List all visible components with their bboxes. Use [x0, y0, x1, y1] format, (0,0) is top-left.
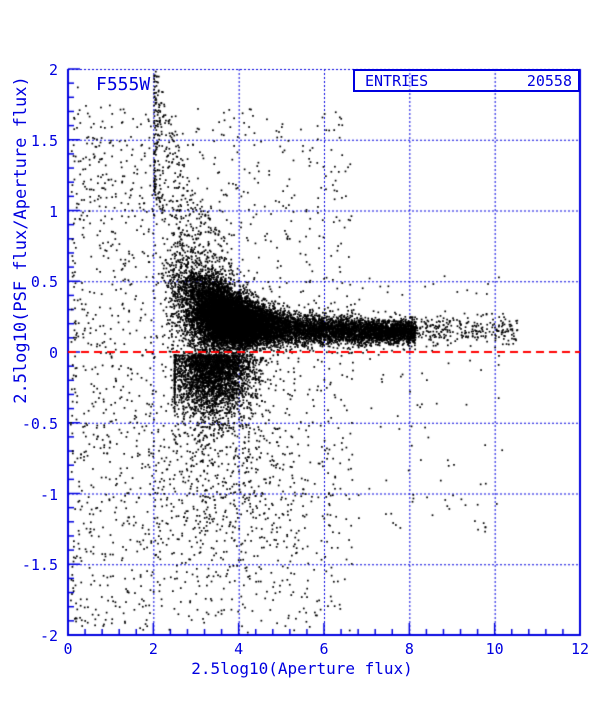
y-tick-label: 0.5	[30, 273, 58, 292]
y-tick-label: -0.5	[21, 414, 58, 433]
y-tick-label: -1	[39, 485, 58, 504]
x-tick-label: 10	[485, 640, 504, 658]
entries-label: ENTRIES	[365, 71, 429, 90]
y-tick-label: -1.5	[21, 556, 58, 575]
y-tick-label: -2	[39, 627, 58, 645]
x-tick-label: 6	[319, 640, 329, 658]
x-tick-label: 8	[404, 640, 414, 658]
x-tick-label: 12	[570, 640, 590, 658]
y-tick-label: 0	[48, 344, 58, 362]
entries-value: 20558	[526, 71, 572, 90]
x-tick-label: 4	[234, 640, 244, 658]
entries-stats-box: ENTRIES 20558	[353, 69, 580, 92]
y-tick-label: 1.5	[30, 131, 58, 150]
filter-name-label: F555W	[96, 74, 151, 95]
y-tick-label: 2	[48, 61, 58, 79]
x-tick-label: 0	[63, 640, 73, 658]
x-tick-label: 2	[148, 640, 158, 658]
y-tick-label: 1	[48, 202, 58, 221]
x-axis-title: 2.5log10(Aperture flux)	[191, 659, 413, 678]
